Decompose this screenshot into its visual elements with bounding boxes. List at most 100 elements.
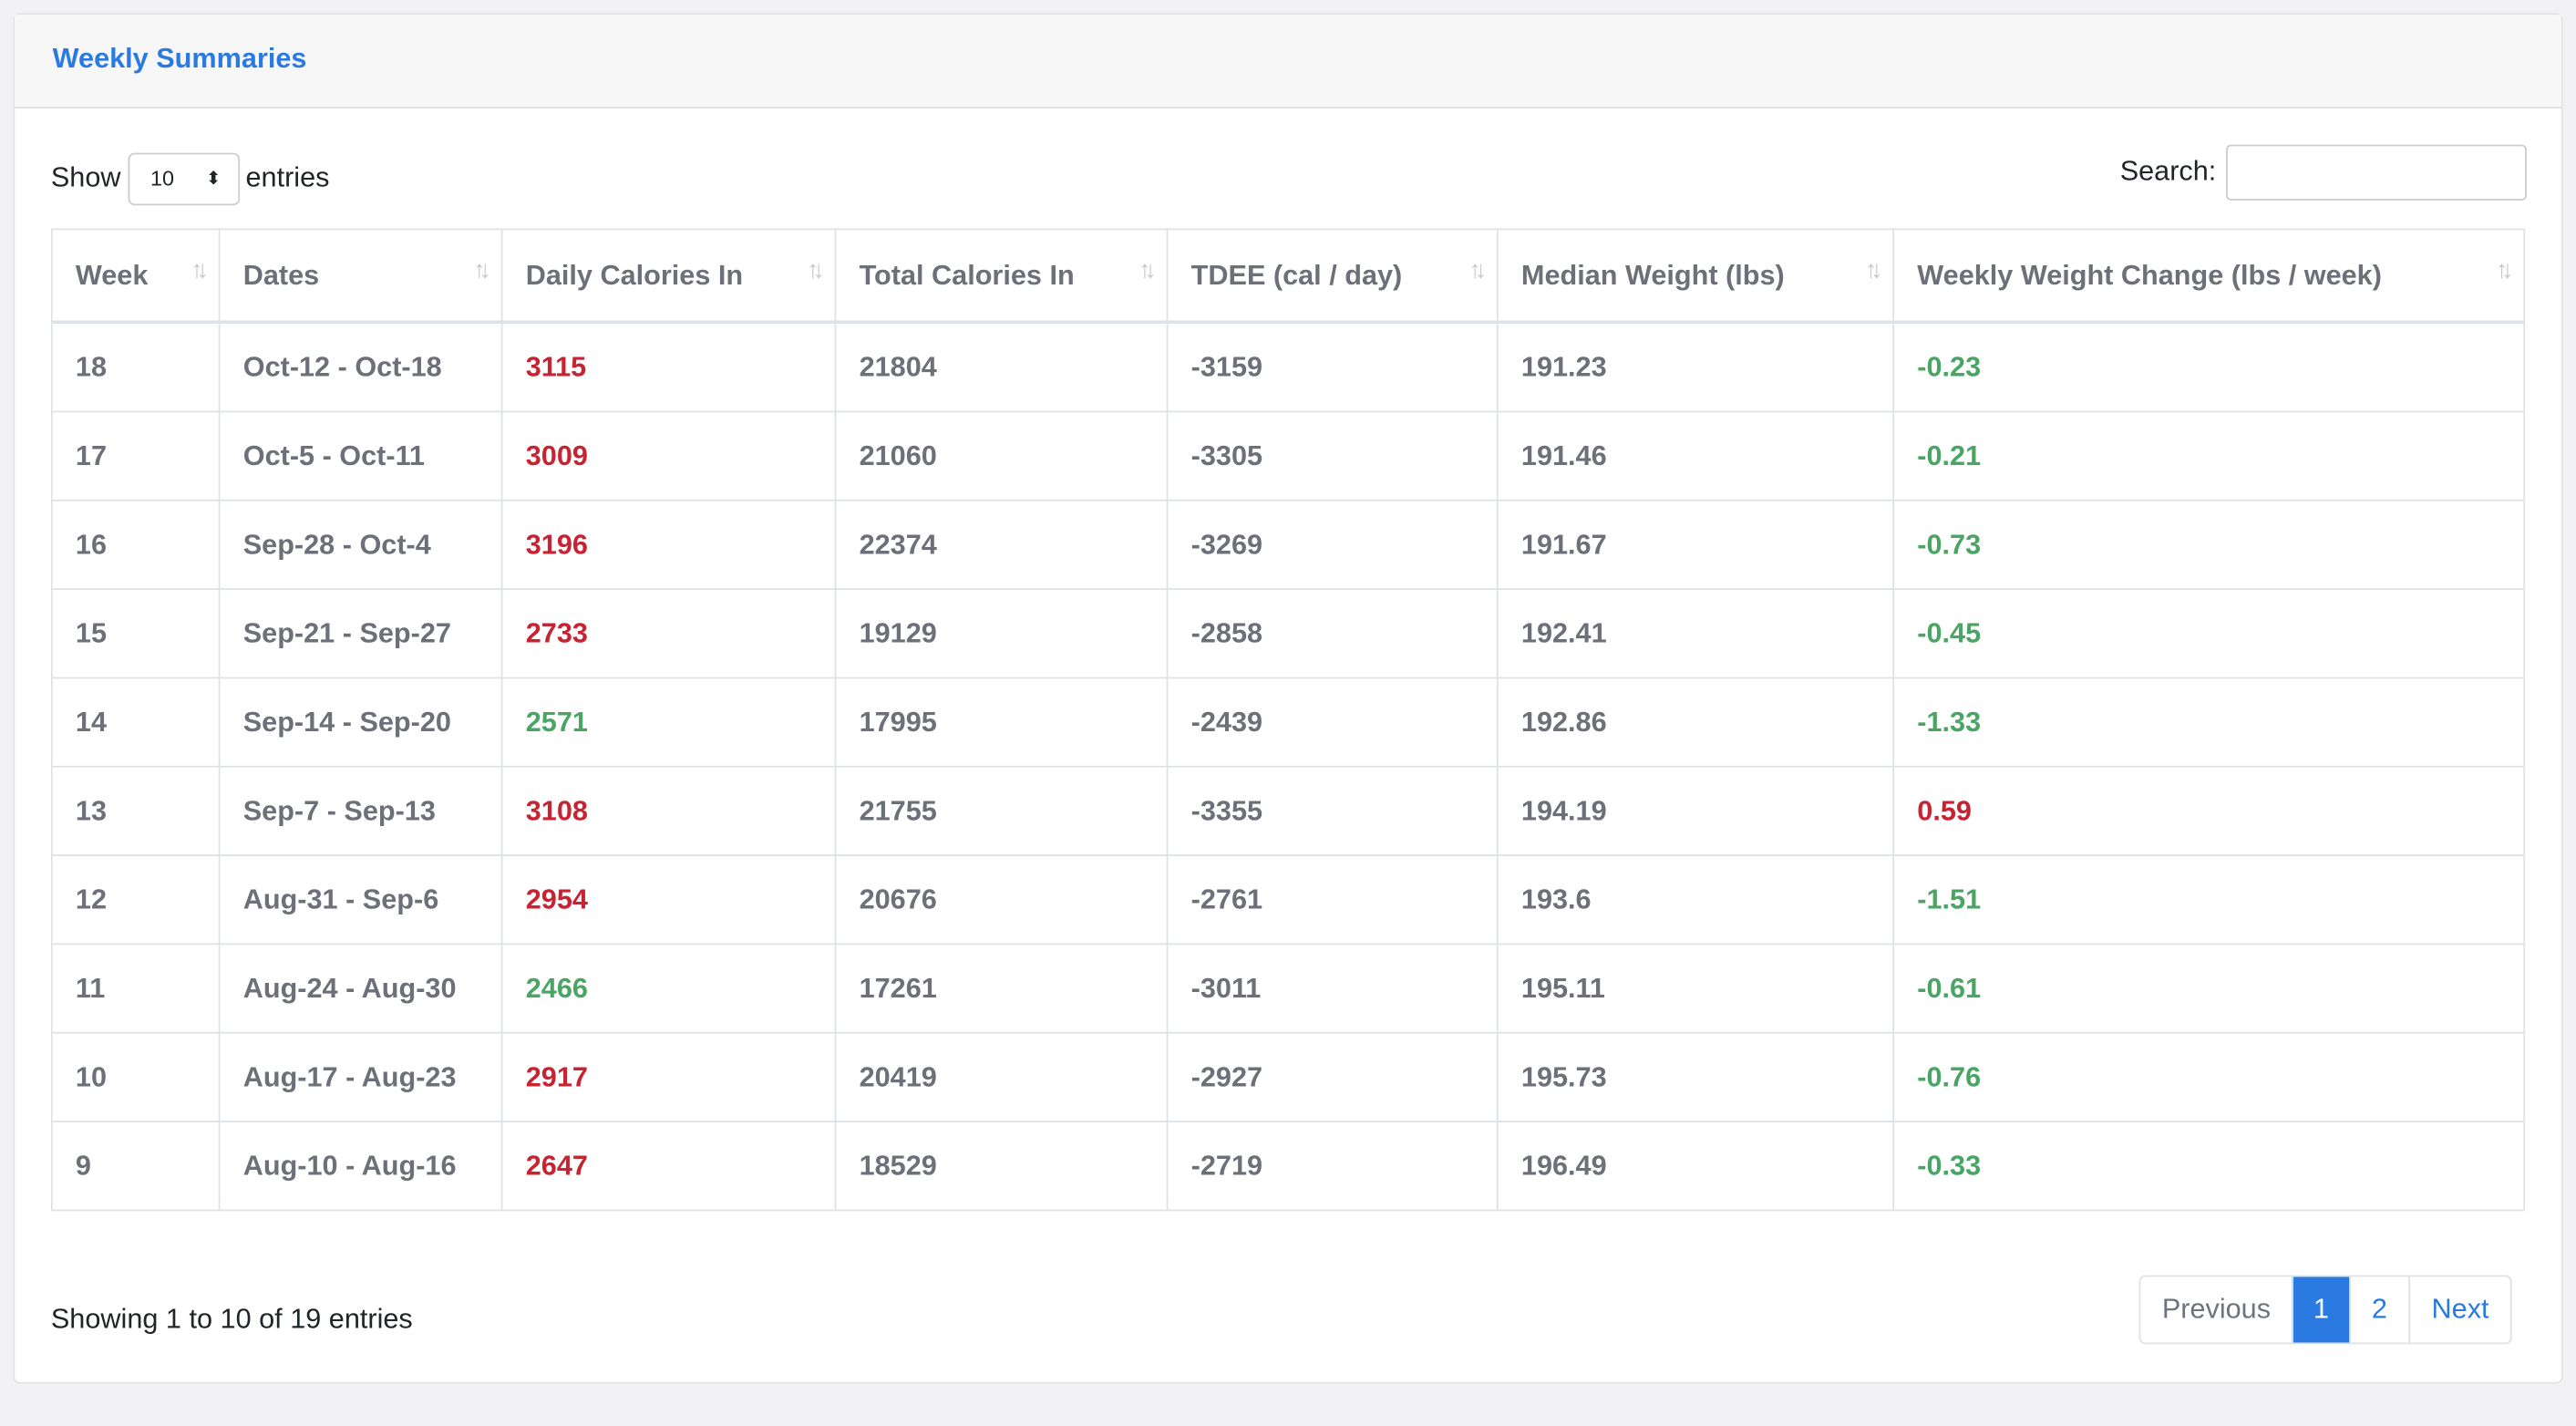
table-cell: 16 <box>50 498 221 590</box>
table-cell: -0.45 <box>1892 587 2526 678</box>
table-cell: 11 <box>50 942 221 1033</box>
table-cell: -0.73 <box>1892 498 2526 590</box>
table-cell: 20676 <box>834 853 1169 945</box>
table-info: Showing 1 to 10 of 19 entries <box>50 1303 413 1335</box>
table-cell: 194.19 <box>1496 764 1895 856</box>
table-cell: 3115 <box>500 321 837 412</box>
card-header: Weekly Summaries <box>15 15 2561 108</box>
table-cell: 22374 <box>834 498 1169 590</box>
table-row: 13 Sep-7 - Sep-13 3108 21755 -3355 194.19 0.59 <box>50 764 2526 856</box>
table-cell: Aug-24 - Aug-30 <box>218 942 503 1033</box>
table-cell: 195.11 <box>1496 942 1895 1033</box>
table-cell: -3305 <box>1166 409 1499 501</box>
table-cell: -0.33 <box>1892 1120 2526 1211</box>
search-input[interactable] <box>2226 144 2527 201</box>
page-button[interactable]: 2 <box>2348 1276 2409 1343</box>
page-button[interactable]: 1 <box>2292 1276 2349 1343</box>
table-cell: -1.51 <box>1892 853 2526 945</box>
table-cell: Sep-14 - Sep-20 <box>218 676 503 767</box>
table-cell: -1.33 <box>1892 676 2526 767</box>
column-header[interactable]: Daily Calories In <box>500 228 837 325</box>
table-cell: Sep-28 - Oct-4 <box>218 498 503 590</box>
table-cell: -3355 <box>1166 764 1499 856</box>
table-cell: 3196 <box>500 498 837 590</box>
table-cell: -2439 <box>1166 676 1499 767</box>
table-cell: 21804 <box>834 321 1169 412</box>
table-cell: 0.59 <box>1892 764 2526 856</box>
table-cell: 191.67 <box>1496 498 1895 590</box>
table-cell: 20419 <box>834 1030 1169 1122</box>
table-cell: 195.73 <box>1496 1030 1895 1122</box>
search-label: Search: <box>2119 155 2217 187</box>
table-cell: 17261 <box>834 942 1169 1033</box>
table-row: 10 Aug-17 - Aug-23 2917 20419 -2927 195.73 -0.… <box>50 1030 2526 1122</box>
table-cell: 2917 <box>500 1030 837 1122</box>
table-cell: -0.61 <box>1892 942 2526 1033</box>
table-row: 17 Oct-5 - Oct-11 3009 21060 -3305 191.46 -0.2… <box>50 409 2526 501</box>
table-cell: 17995 <box>834 676 1169 767</box>
table-cell: -0.21 <box>1892 409 2526 501</box>
header-row: WeekDatesDaily Calories InTotal Calories… <box>50 228 2526 325</box>
table-cell: 15 <box>50 587 221 678</box>
column-header[interactable]: Week <box>50 228 221 325</box>
table-cell: -2858 <box>1166 587 1499 678</box>
table-cell: 19129 <box>834 587 1169 678</box>
table-cell: 17 <box>50 409 221 501</box>
table-cell: 14 <box>50 676 221 767</box>
table-cell: Sep-7 - Sep-13 <box>218 764 503 856</box>
length-control: Show10entries <box>50 152 330 206</box>
pagination: Previous 1 2 Next <box>2138 1275 2512 1345</box>
table-cell: 2733 <box>500 587 837 678</box>
table-row: 15 Sep-21 - Sep-27 2733 19129 -2858 192.41 -0.… <box>50 587 2526 678</box>
table-cell: 192.41 <box>1496 587 1895 678</box>
table-cell: Sep-21 - Sep-27 <box>218 587 503 678</box>
column-header[interactable]: Weekly Weight Change (lbs / week) <box>1892 228 2526 325</box>
table-cell: 191.23 <box>1496 321 1895 412</box>
page-size-select[interactable]: 10 <box>127 152 240 206</box>
table-cell: Oct-12 - Oct-18 <box>218 321 503 412</box>
table-cell: -0.76 <box>1892 1030 2526 1122</box>
table-cell: 21060 <box>834 409 1169 501</box>
table-cell: -3011 <box>1166 942 1499 1033</box>
show-label: Show <box>50 161 121 193</box>
search-control: Search: <box>2119 144 2527 201</box>
column-header[interactable]: Median Weight (lbs) <box>1496 228 1895 325</box>
table-cell: Oct-5 - Oct-11 <box>218 409 503 501</box>
table-cell: 12 <box>50 853 221 945</box>
table-cell: -2761 <box>1166 853 1499 945</box>
table-cell: -2927 <box>1166 1030 1499 1122</box>
table-row: 16 Sep-28 - Oct-4 3196 22374 -3269 191.67 -0.7… <box>50 498 2526 590</box>
table-cell: 2466 <box>500 942 837 1033</box>
table-body: 18 Oct-12 - Oct-18 3115 21804 -3159 191.23 -0.… <box>50 321 2526 1211</box>
table-cell: 192.86 <box>1496 676 1895 767</box>
table-cell: Aug-17 - Aug-23 <box>218 1030 503 1122</box>
card-title: Weekly Summaries <box>52 42 307 75</box>
column-header[interactable]: Total Calories In <box>834 228 1169 325</box>
table-row: 9 Aug-10 - Aug-16 2647 18529 -2719 196.49 -0.3… <box>50 1120 2526 1211</box>
table-cell: 3009 <box>500 409 837 501</box>
table-row: 14 Sep-14 - Sep-20 2571 17995 -2439 192.86 -1.… <box>50 676 2526 767</box>
table-cell: 13 <box>50 764 221 856</box>
table-cell: -3159 <box>1166 321 1499 412</box>
table-cell: 196.49 <box>1496 1120 1895 1211</box>
table-cell: 18 <box>50 321 221 412</box>
table-row: 11 Aug-24 - Aug-30 2466 17261 -3011 195.11 -0.… <box>50 942 2526 1033</box>
table-cell: 2954 <box>500 853 837 945</box>
column-header[interactable]: Dates <box>218 228 503 325</box>
table-cell: 3108 <box>500 764 837 856</box>
page-button[interactable]: Next <box>2408 1276 2510 1343</box>
card: Weekly Summaries Show10entries Search: W… <box>13 13 2563 1384</box>
table-cell: Aug-10 - Aug-16 <box>218 1120 503 1211</box>
table-cell: -0.23 <box>1892 321 2526 412</box>
table-cell: Aug-31 - Sep-6 <box>218 853 503 945</box>
table-row: 12 Aug-31 - Sep-6 2954 20676 -2761 193.6 -1.51 <box>50 853 2526 945</box>
table-cell: -3269 <box>1166 498 1499 590</box>
table-cell: 10 <box>50 1030 221 1122</box>
table-cell: 2647 <box>500 1120 837 1211</box>
table-cell: 21755 <box>834 764 1169 856</box>
page-button[interactable]: Previous <box>2161 1293 2272 1325</box>
column-header[interactable]: TDEE (cal / day) <box>1166 228 1499 325</box>
entries-label: entries <box>245 161 330 193</box>
